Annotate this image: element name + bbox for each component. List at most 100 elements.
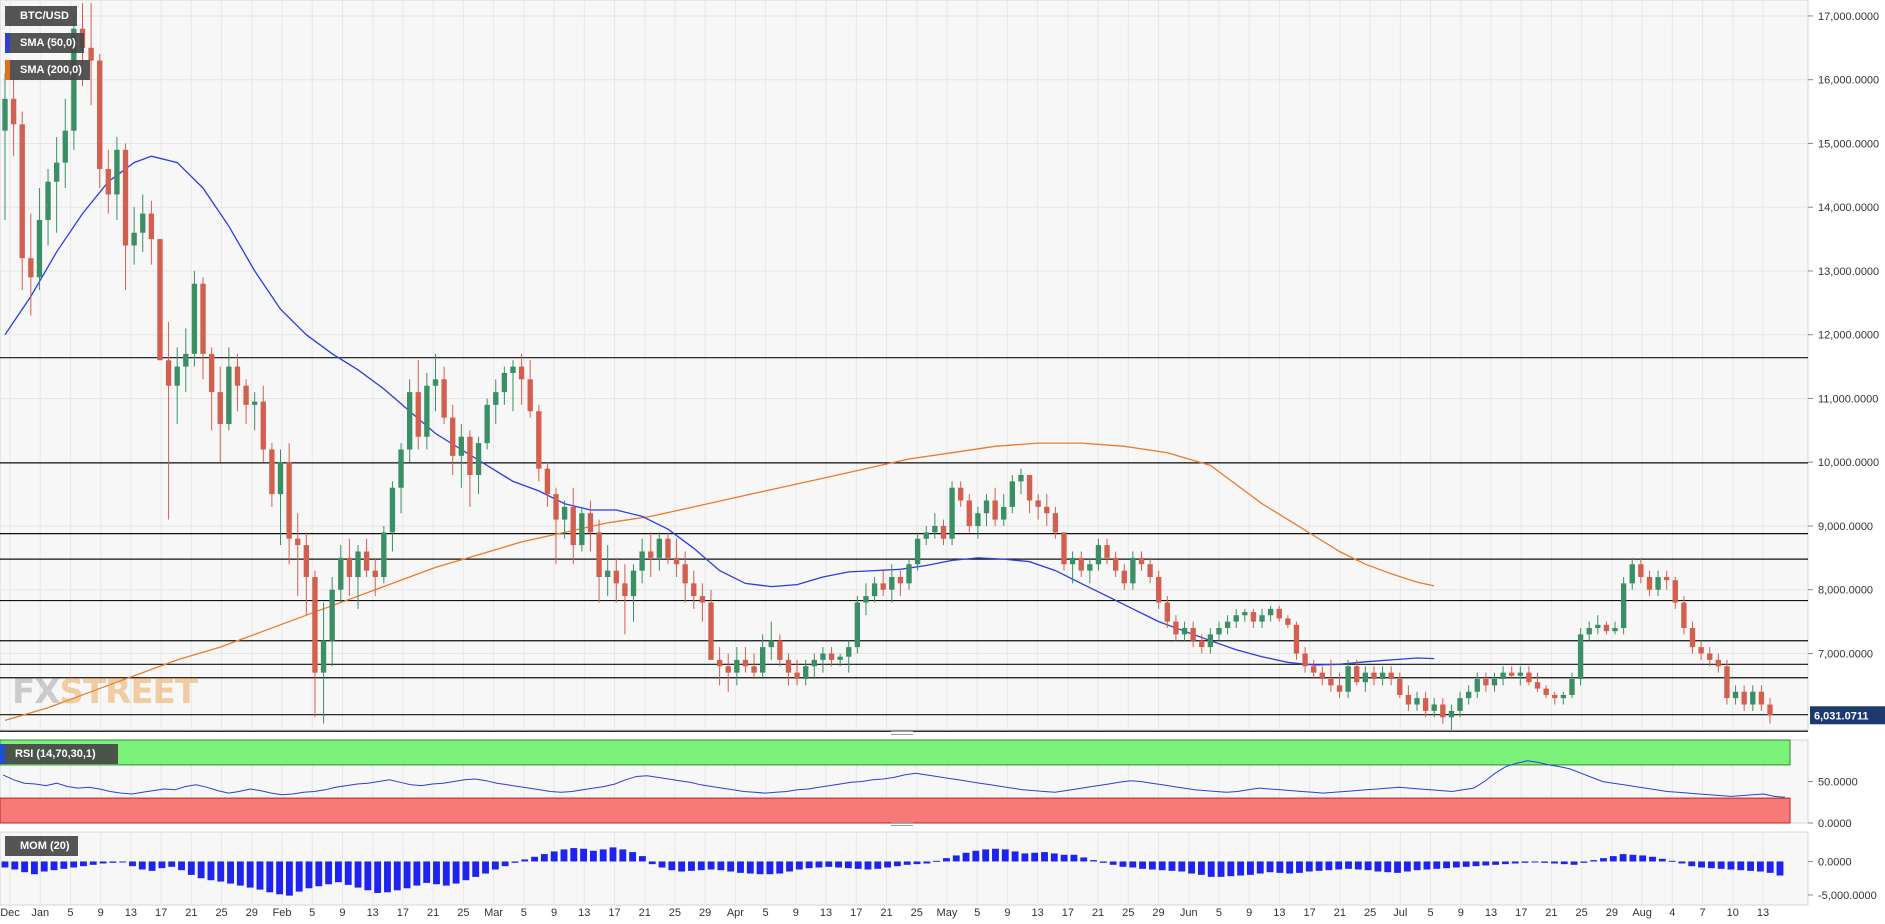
rsi-y-tick-label: 0.0000 xyxy=(1818,818,1852,830)
mom-bar xyxy=(384,861,391,893)
mom-bar xyxy=(393,861,401,891)
mom-bar xyxy=(1227,861,1235,877)
mom-bar xyxy=(1727,861,1735,870)
legend-rsi[interactable]: RSI (14,70,30,1) xyxy=(0,744,118,764)
x-tick-label: 5 xyxy=(974,907,980,919)
candle-body xyxy=(1276,608,1282,619)
y-tick-label: 11,000.0000 xyxy=(1818,393,1878,405)
x-tick-label: 21 xyxy=(880,907,892,919)
mom-bar xyxy=(40,861,48,872)
x-tick-label: 13 xyxy=(820,907,832,919)
mom-bar xyxy=(207,861,215,881)
mom-bar xyxy=(1168,861,1176,871)
mom-bar xyxy=(413,861,421,886)
candle-body xyxy=(579,513,585,546)
y-tick-label: 8,000.0000 xyxy=(1818,585,1873,597)
pane-resize-handle-rsi[interactable] xyxy=(891,731,913,735)
mom-bar xyxy=(962,852,970,862)
mom-bar xyxy=(1041,852,1048,862)
mom-bar xyxy=(99,861,107,864)
x-tick-label: 9 xyxy=(1246,907,1252,919)
mom-bar xyxy=(1031,852,1039,862)
x-tick-label: 17 xyxy=(1304,907,1316,919)
mom-bar xyxy=(227,861,234,884)
candle-body xyxy=(424,385,430,437)
legend-sma50[interactable]: SMA (50,0) xyxy=(5,33,84,53)
candle-body xyxy=(1388,672,1394,679)
mom-bar xyxy=(1531,861,1539,863)
candle-body xyxy=(854,602,861,648)
x-tick-label: 13 xyxy=(1031,907,1043,919)
candle-body xyxy=(1130,557,1136,584)
pane-resize-handle-mom[interactable] xyxy=(891,822,913,826)
candle-body xyxy=(36,219,43,278)
mom-bar xyxy=(266,861,274,893)
candle-body xyxy=(544,468,551,495)
candle-body xyxy=(1758,691,1765,705)
candle-body xyxy=(1767,704,1773,716)
y-tick-label: 13,000.0000 xyxy=(1818,266,1879,278)
candle-body xyxy=(1474,678,1480,692)
mom-bar xyxy=(334,861,342,883)
candle-body xyxy=(1354,666,1360,683)
candle-body xyxy=(958,487,964,501)
x-tick-label: Aug xyxy=(1632,907,1652,919)
mom-bar xyxy=(1266,861,1274,873)
mom-bar xyxy=(570,848,578,862)
candle-body xyxy=(975,513,981,526)
mom-bar xyxy=(315,861,323,887)
mom-bar xyxy=(452,861,460,884)
candle-body xyxy=(708,602,714,660)
legend-symbol[interactable]: BTC/USD xyxy=(5,6,77,26)
candle-body xyxy=(1500,672,1506,679)
mom-bar xyxy=(1325,861,1333,871)
legend-mom[interactable]: MOM (20) xyxy=(5,836,78,856)
candle-body xyxy=(648,551,654,558)
candle-body xyxy=(10,98,17,125)
x-tick-label: 21 xyxy=(639,907,651,919)
candle-body xyxy=(630,570,637,597)
candle-body xyxy=(1517,672,1523,676)
mom-bar xyxy=(30,861,38,875)
y-tick-label: 15,000.0000 xyxy=(1818,138,1879,150)
candle-body xyxy=(1431,704,1437,711)
candle-body xyxy=(97,60,103,169)
candle-body xyxy=(53,162,60,182)
legend-sma200[interactable]: SMA (200,0) xyxy=(5,60,90,80)
rsi-oversold-zone xyxy=(0,797,1791,824)
candle-body xyxy=(966,500,972,526)
candle-body xyxy=(217,392,223,424)
x-tick-label: 25 xyxy=(1364,907,1376,919)
x-tick-label: 17 xyxy=(1515,907,1527,919)
candle-body xyxy=(889,576,895,590)
x-tick-label: 5 xyxy=(521,907,527,919)
mom-bar xyxy=(1256,861,1264,874)
mom-bar xyxy=(1364,861,1372,871)
candle-body xyxy=(234,366,241,386)
candle-body xyxy=(1328,678,1334,686)
x-tick-label: Apr xyxy=(727,907,744,919)
mom-bar xyxy=(893,861,901,867)
candle-body xyxy=(914,538,921,565)
rsi-line xyxy=(2,760,1786,798)
candle-body xyxy=(682,564,688,584)
candle-body xyxy=(260,401,266,450)
mom-bar xyxy=(285,861,293,896)
mom-bar xyxy=(668,861,676,871)
mom-bar xyxy=(1237,861,1245,876)
candle-body xyxy=(1491,678,1498,686)
mom-bar xyxy=(344,861,352,885)
mom-bar xyxy=(325,861,333,885)
candle-body xyxy=(1422,698,1429,711)
x-tick-label: 25 xyxy=(215,907,227,919)
mom-bar xyxy=(1433,861,1441,869)
candle-body xyxy=(785,659,792,673)
candle-body xyxy=(493,392,499,405)
candle-body xyxy=(1164,602,1170,622)
candle-body xyxy=(820,653,826,660)
candle-body xyxy=(1655,576,1661,590)
mom-bar xyxy=(433,861,440,885)
mom-bar xyxy=(1678,861,1686,864)
candle-body xyxy=(19,124,25,259)
